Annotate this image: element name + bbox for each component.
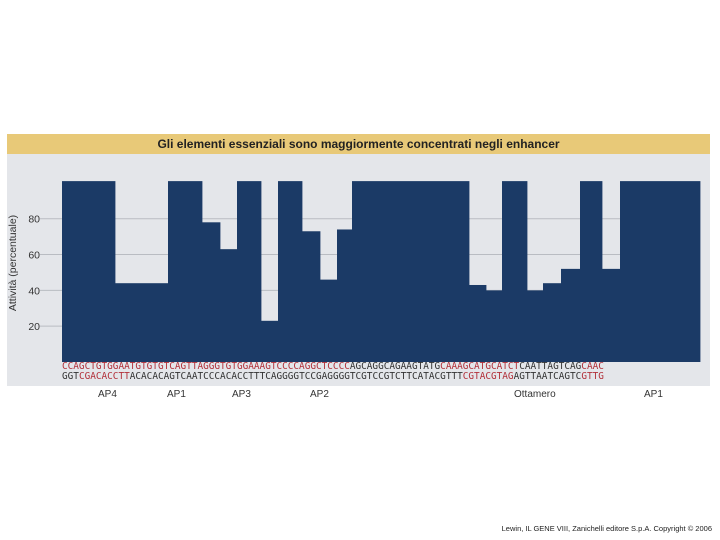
- bar-segment-4: [220, 249, 238, 362]
- sequence-run: TCGTCCGTCTTCATACGTTT: [349, 371, 463, 382]
- element-label-ap4-0: AP4: [98, 389, 117, 400]
- bar-segment-1: [115, 283, 169, 362]
- bar-segment-2: [168, 181, 203, 362]
- sequence-run: AGTTAATCAGTC: [513, 371, 582, 382]
- y-axis: 80 60 40 20: [28, 214, 40, 333]
- element-label-ap1-1: AP1: [167, 389, 186, 400]
- bar-segment-12: [469, 284, 487, 362]
- sequence-run: ACACACAGTCAATCCCACACCTTTCAGGGGTCCGAGGGG: [129, 371, 350, 382]
- sequence-bottom-strand: GGTCGACACCTTACACACAGTCAATCCCACACCTTTCAGG…: [62, 372, 700, 382]
- element-label-ap2-3: AP2: [310, 389, 329, 400]
- bar-segment-5: [237, 181, 262, 362]
- bar-segment-8: [302, 231, 321, 362]
- element-label-ap3-2: AP3: [232, 389, 251, 400]
- bar-segment-17: [561, 268, 581, 362]
- sequence-run: GTTG: [581, 371, 604, 382]
- element-label-ottamero-4: Ottamero: [514, 389, 556, 400]
- y-tick-label-80: 80: [28, 214, 40, 226]
- bar-segment-6: [261, 320, 279, 362]
- sequence-run: GGT: [62, 371, 79, 382]
- bar-segment-18: [580, 181, 603, 362]
- bar-segment-16: [543, 283, 562, 362]
- y-tick-label-20: 20: [28, 321, 40, 333]
- element-label-ap1-5: AP1: [644, 389, 663, 400]
- sequence-run: CAATTAGTCAG: [519, 361, 582, 372]
- bar-segment-19: [602, 268, 621, 362]
- bar-segment-11: [352, 181, 470, 362]
- chart-title: Gli elementi essenziali sono maggiorment…: [7, 134, 710, 154]
- bar-segment-15: [527, 290, 544, 362]
- sequence-run: CGTACGTAG: [462, 371, 514, 382]
- sequence-run: CAAAGCATGCATCT: [440, 361, 520, 372]
- bar-segment-0: [62, 181, 116, 362]
- y-axis-label: Attività (percentuale): [7, 215, 19, 311]
- bars-layer: [62, 181, 701, 362]
- sequence-run: CCAGCTGTGGAATGTGTGTCAGTTAGGGTGTGGAAAGTCC…: [62, 361, 350, 372]
- dna-sequence: CCAGCTGTGGAATGTGTGTCAGTTAGGGTGTGGAAAGTCC…: [62, 362, 700, 382]
- bar-segment-20: [620, 181, 701, 362]
- y-tick-label-60: 60: [28, 250, 40, 262]
- bar-segment-10: [337, 229, 353, 362]
- bar-segment-7: [278, 181, 303, 362]
- bar-segment-14: [502, 181, 528, 362]
- y-tick-label-40: 40: [28, 285, 40, 297]
- bar-segment-9: [320, 279, 338, 362]
- copyright-credit: Lewin, IL GENE VIII, Zanichelli editore …: [501, 524, 712, 533]
- sequence-run: AGCAGGCAGAAGTATG: [349, 361, 441, 372]
- sequence-top-strand: CCAGCTGTGGAATGTGTGTCAGTTAGGGTGTGGAAAGTCC…: [62, 362, 700, 372]
- bar-segment-13: [486, 290, 503, 362]
- bar-segment-3: [202, 222, 221, 362]
- sequence-run: CGACACCTT: [78, 371, 130, 382]
- sequence-run: CAAC: [581, 361, 604, 372]
